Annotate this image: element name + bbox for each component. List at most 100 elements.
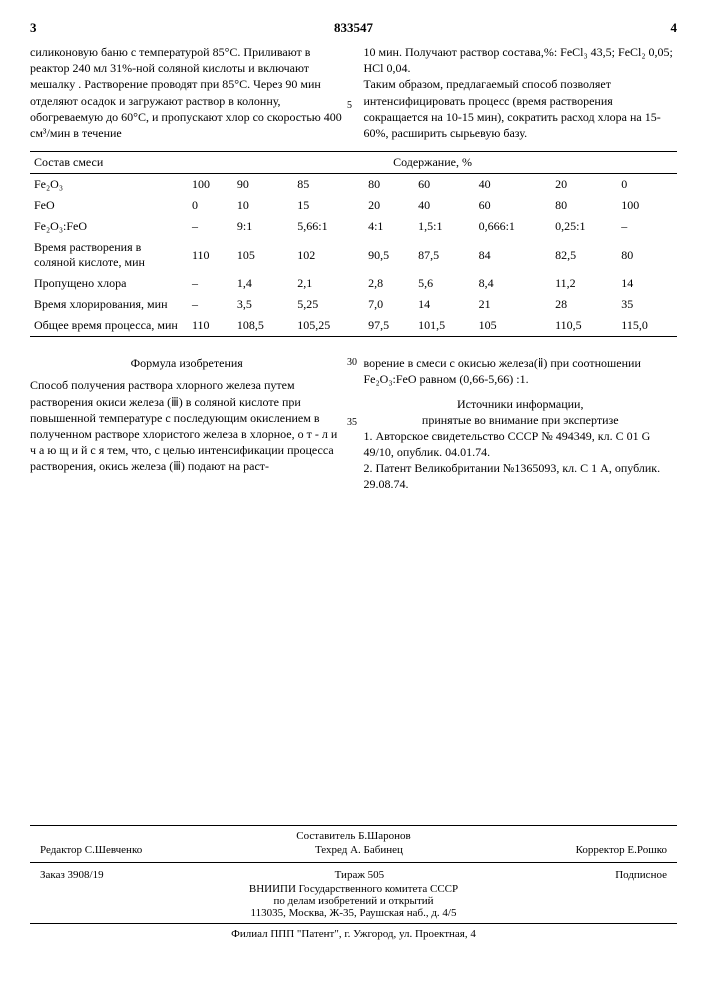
table-row: Fe₂O₃1009085806040200 [30,174,677,196]
cell: 60 [475,195,552,216]
cell: 4:1 [364,216,414,237]
filial: Филиал ППП "Патент", г. Ужгород, ул. Про… [30,928,677,940]
cell: – [188,273,233,294]
cell: 110 [188,237,233,273]
table-row: Общее время процесса, мин110108,5105,259… [30,315,677,337]
row-label: Fe₂O₃:FeO [30,216,188,237]
cell: 10 [233,195,293,216]
line-number-35: 35 [347,417,357,428]
sources-title: Источники информации, принятые во вниман… [364,396,678,428]
order: Заказ 3908/19 [40,869,104,881]
cell: 102 [293,237,364,273]
page-num-left: 3 [30,20,37,36]
cell: 80 [364,174,414,196]
cell: 115,0 [617,315,677,337]
th-span: Содержание, % [188,152,677,174]
page: 3 833547 4 силиконовую баню с температур… [0,0,707,513]
cell: 90,5 [364,237,414,273]
cell: 20 [551,174,617,196]
subscribe: Подписное [615,869,667,881]
line-number-30: 30 [347,357,357,368]
cell: 9:1 [233,216,293,237]
cell: 0,25:1 [551,216,617,237]
cell: 100 [188,174,233,196]
cell: 5,66:1 [293,216,364,237]
cell: 80 [551,195,617,216]
row-label: Пропущено хлора [30,273,188,294]
table-row: Время хлорирования, мин–3,55,257,0142128… [30,294,677,315]
cell: 1,5:1 [414,216,474,237]
cell: 87,5 [414,237,474,273]
cell: 85 [293,174,364,196]
row-label: Общее время процесса, мин [30,315,188,337]
footer: Составитель Б.Шаронов Редактор С.Шевченк… [30,821,677,940]
cell: – [617,216,677,237]
table-row: Время растворения в соляной кислоте, мин… [30,237,677,273]
cell: 110,5 [551,315,617,337]
th-label: Состав смеси [30,152,188,174]
cell: 14 [414,294,474,315]
line-number-5: 5 [347,100,352,111]
cell: 105,25 [293,315,364,337]
intro-columns: силиконовую баню с температурой 85°С. Пр… [30,44,677,141]
org1: ВНИИПИ Государственного комитета СССР [30,883,677,895]
cell: 5,25 [293,294,364,315]
cell: 28 [551,294,617,315]
row-label: Fe₂O₃ [30,174,188,196]
cell: 90 [233,174,293,196]
doc-number: 833547 [334,20,373,36]
cell: 15 [293,195,364,216]
row-label: Время хлорирования, мин [30,294,188,315]
cell: 97,5 [364,315,414,337]
cell: 60 [414,174,474,196]
cell: 3,5 [233,294,293,315]
cell: 101,5 [414,315,474,337]
cell: 80 [617,237,677,273]
cell: 35 [617,294,677,315]
cell: 0 [617,174,677,196]
cell: 100 [617,195,677,216]
cell: 105 [233,237,293,273]
row-label: Время растворения в соляной кислоте, мин [30,237,188,273]
cell: 0 [188,195,233,216]
table-row: Fe₂O₃:FeO–9:15,66:14:11,5:10,666:10,25:1… [30,216,677,237]
addr: 113035, Москва, Ж-35, Раушская наб., д. … [30,907,677,919]
cell: – [188,216,233,237]
corrector: Корректор Е.Рошко [576,844,667,856]
cell: 84 [475,237,552,273]
formula-left-col: Формула изобретения Способ получения рас… [30,355,344,493]
cell: 20 [364,195,414,216]
cell: 11,2 [551,273,617,294]
table-row: Пропущено хлора–1,42,12,85,68,411,214 [30,273,677,294]
cell: 14 [617,273,677,294]
cell: 2,8 [364,273,414,294]
cell: 40 [414,195,474,216]
formula-section: Формула изобретения Способ получения рас… [30,355,677,493]
cell: 0,666:1 [475,216,552,237]
cell: – [188,294,233,315]
page-num-right: 4 [671,20,678,36]
cell: 21 [475,294,552,315]
editor: Редактор С.Шевченко [40,844,142,856]
cell: 40 [475,174,552,196]
composition-table: Состав смеси Содержание, % Fe₂O₃10090858… [30,151,677,337]
tirage: Тираж 505 [335,869,385,881]
cell: 7,0 [364,294,414,315]
row-label: FeO [30,195,188,216]
intro-left: силиконовую баню с температурой 85°С. Пр… [30,44,344,141]
formula-title: Формула изобретения [30,355,344,371]
composer: Составитель Б.Шаронов [30,830,677,842]
formula-left-text: Способ получения раствора хлорного желез… [30,377,344,474]
page-header: 3 833547 4 [30,20,677,36]
cell: 82,5 [551,237,617,273]
source-1: 1. Авторское свидетельство СССР № 494349… [364,428,678,460]
formula-right-col: ворение в смеси с окисью железа(ⅱ) при с… [364,355,678,493]
intro-right: 10 мин. Получают раствор состава,%: FeCl… [364,44,678,141]
cell: 2,1 [293,273,364,294]
cell: 8,4 [475,273,552,294]
formula-right-top: ворение в смеси с окисью железа(ⅱ) при с… [364,355,678,387]
cell: 5,6 [414,273,474,294]
cell: 105 [475,315,552,337]
cell: 1,4 [233,273,293,294]
cell: 108,5 [233,315,293,337]
